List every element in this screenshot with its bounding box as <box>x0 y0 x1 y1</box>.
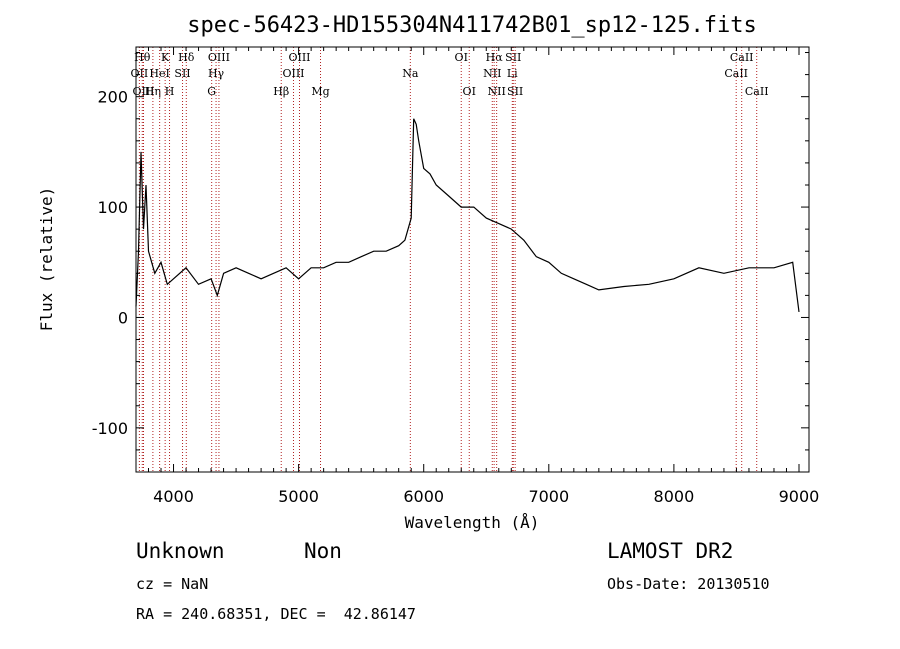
marker-label: Hθ <box>134 51 151 64</box>
marker-label: Hδ <box>178 51 195 64</box>
x-tick-label: 5000 <box>278 487 319 506</box>
y-tick-label: 0 <box>118 308 128 327</box>
marker-label: NII <box>487 85 505 98</box>
marker-label: SII <box>505 51 521 64</box>
marker-label: Hβ <box>273 85 289 98</box>
marker-label: OI <box>463 85 476 98</box>
survey-name: LAMOST DR2 <box>607 539 734 563</box>
object-class: Unknown <box>136 539 225 563</box>
marker-label: OIII <box>208 51 230 64</box>
object-subclass: Non <box>304 539 342 563</box>
plot-frame <box>135 46 810 473</box>
marker-label: OII <box>131 67 149 80</box>
observation-date: Obs-Date: 20130510 <box>607 575 770 593</box>
axis-ticks: 4000 5000 6000 7000 8000 9000 -100 0 100 200 <box>92 47 820 506</box>
spectrum-line <box>135 118 800 312</box>
x-tick-label: 4000 <box>153 487 194 506</box>
marker-label: G <box>207 85 216 98</box>
marker-label: CaII <box>730 51 754 64</box>
marker-label: NII <box>483 67 501 80</box>
marker-label: SII <box>507 85 523 98</box>
marker-label: H <box>165 85 175 98</box>
marker-label: Hη <box>145 85 161 98</box>
marker-label: K <box>161 51 170 64</box>
marker-label: OIII <box>132 85 154 98</box>
y-tick-label: 100 <box>97 198 128 217</box>
marker-label: OIII <box>282 67 304 80</box>
line-markers: OIIHθOIIIHηHeIKHSIIHδGHγOIIIHβOIIIOIIIMg… <box>131 47 769 472</box>
marker-label: Hα <box>486 51 504 64</box>
redshift-cz: cz = NaN <box>136 575 209 593</box>
x-tick-label: 8000 <box>654 487 695 506</box>
x-tick-label: 7000 <box>528 487 569 506</box>
x-tick-label: 9000 <box>779 487 820 506</box>
coordinates: RA = 240.68351, DEC = 42.86147 <box>136 605 416 623</box>
marker-label: Na <box>402 67 419 80</box>
marker-label: Li <box>507 67 518 80</box>
chart-title: spec-56423-HD155304N411742B01_sp12-125.f… <box>187 13 757 38</box>
marker-label: CaII <box>745 85 769 98</box>
marker-label: OIII <box>288 51 310 64</box>
x-tick-label: 6000 <box>403 487 444 506</box>
marker-label: Hγ <box>208 67 225 80</box>
marker-label: HeI <box>149 67 169 80</box>
y-tick-label: 200 <box>97 88 128 107</box>
x-axis-label: Wavelength (Å) <box>405 513 540 532</box>
marker-label: SII <box>174 67 190 80</box>
marker-label: Mg <box>311 85 329 98</box>
spectrum-series <box>135 118 800 312</box>
y-tick-label: -100 <box>92 419 128 438</box>
y-axis-label: Flux (relative) <box>37 187 56 332</box>
marker-label: OI <box>455 51 468 64</box>
marker-label: CaII <box>724 67 748 80</box>
